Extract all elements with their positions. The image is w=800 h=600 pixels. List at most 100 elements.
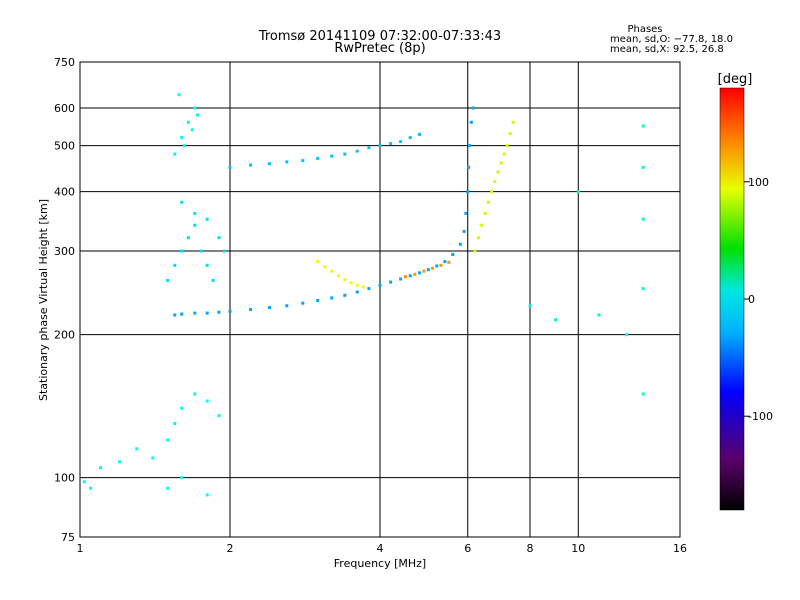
data-point-series-0 [467, 165, 470, 169]
data-point-series-0 [301, 301, 305, 305]
data-point-series-7 [166, 438, 170, 442]
data-point-series-3 [431, 266, 435, 270]
data-point-series-6 [193, 106, 197, 110]
data-point-series-3 [447, 260, 451, 264]
data-point-series-6 [190, 128, 194, 132]
y-tick-label: 300 [54, 245, 75, 258]
data-point-series-0 [343, 293, 347, 297]
data-point-series-3 [404, 275, 407, 279]
y-tick-label: 100 [54, 472, 75, 485]
x-tick-label: 4 [377, 542, 384, 555]
data-point-series-5 [223, 249, 226, 253]
data-point-series-1 [399, 140, 403, 144]
data-point-series-1 [268, 162, 271, 166]
data-point-series-7 [99, 466, 103, 470]
data-point-series-6 [195, 113, 199, 117]
data-points [82, 93, 645, 497]
data-point-series-5 [199, 249, 203, 253]
x-tick-label: 16 [673, 542, 687, 555]
data-point-series-5 [173, 263, 177, 267]
x-tick-label: 6 [464, 542, 471, 555]
data-point-series-3 [439, 263, 443, 267]
data-point-series-5 [166, 279, 170, 282]
data-point-series-0 [462, 229, 466, 233]
data-point-series-0 [468, 144, 471, 148]
data-point-series-6 [173, 152, 177, 156]
data-point-series-7 [166, 486, 170, 490]
data-point-series-4 [483, 211, 487, 215]
data-point-series-1 [330, 154, 334, 158]
data-point-series-0 [471, 106, 475, 110]
data-point-series-7 [135, 447, 139, 451]
data-point-series-8 [641, 124, 645, 128]
data-point-series-4 [511, 120, 515, 124]
data-point-series-5 [205, 217, 209, 221]
chart-subtitle: RwPretec (8p) [334, 41, 425, 56]
data-point-series-0 [378, 283, 382, 287]
data-point-series-4 [499, 161, 503, 165]
data-point-series-8 [576, 190, 580, 194]
data-point-series-4 [493, 180, 497, 184]
data-point-series-7 [89, 486, 93, 490]
y-axis-label: Stationary phase Virtual Height [km] [37, 199, 50, 401]
data-point-series-1 [343, 152, 347, 156]
data-point-series-4 [480, 223, 484, 227]
data-point-series-3 [422, 269, 426, 273]
data-point-series-7 [205, 493, 209, 497]
y-tick-label: 400 [54, 186, 75, 199]
grid [80, 62, 680, 537]
data-point-series-5 [180, 200, 184, 204]
data-point-series-0 [316, 299, 320, 302]
data-point-series-5 [193, 223, 197, 227]
y-tick-label: 75 [61, 531, 75, 544]
data-point-series-4 [496, 170, 500, 174]
x-tick-label: 10 [571, 542, 585, 555]
data-point-series-8 [554, 318, 557, 322]
data-point-series-0 [464, 211, 468, 215]
data-point-series-1 [418, 132, 421, 136]
data-point-series-0 [443, 260, 447, 264]
data-point-series-4 [486, 200, 490, 204]
data-point-series-7 [193, 392, 197, 396]
data-point-series-5 [186, 236, 190, 240]
data-point-series-1 [285, 160, 289, 164]
data-point-series-7 [118, 460, 121, 464]
data-point-series-1 [408, 136, 412, 140]
data-point-series-4 [473, 249, 477, 253]
y-tick-label: 500 [54, 140, 75, 153]
data-point-series-6 [182, 144, 186, 148]
data-point-series-1 [389, 142, 393, 146]
data-point-series-7 [151, 456, 155, 460]
data-point-series-0 [426, 268, 430, 272]
data-point-series-8 [641, 165, 645, 169]
colorbar [719, 87, 745, 511]
data-point-series-0 [408, 274, 412, 278]
data-point-series-0 [469, 120, 473, 124]
data-point-series-2 [316, 260, 320, 264]
data-point-series-0 [228, 309, 232, 313]
chart-title: Tromsø 20141109 07:32:00-07:33:43 [258, 29, 501, 44]
data-point-series-5 [193, 211, 197, 215]
data-point-series-8 [528, 304, 532, 308]
data-point-series-1 [378, 144, 382, 148]
data-point-series-4 [476, 236, 480, 240]
data-point-series-1 [249, 163, 253, 167]
y-axis-ticks: 75 100 200 300 400 500 600 750 [54, 56, 75, 544]
data-point-series-0 [355, 290, 359, 294]
data-point-series-5 [205, 263, 209, 267]
data-point-series-7 [205, 399, 209, 403]
data-point-series-8 [641, 217, 645, 221]
data-point-series-4 [490, 190, 494, 194]
data-point-series-0 [330, 296, 334, 300]
data-point-series-0 [451, 253, 455, 256]
data-point-series-1 [367, 146, 371, 150]
x-tick-label: 2 [227, 542, 234, 555]
data-point-series-0 [268, 306, 271, 310]
colorbar-tick-label: -100 [748, 410, 773, 423]
data-point-series-3 [413, 272, 417, 276]
data-point-series-4 [502, 152, 506, 156]
data-point-series-0 [466, 190, 470, 194]
data-point-series-7 [82, 480, 86, 484]
data-point-series-0 [173, 313, 177, 317]
